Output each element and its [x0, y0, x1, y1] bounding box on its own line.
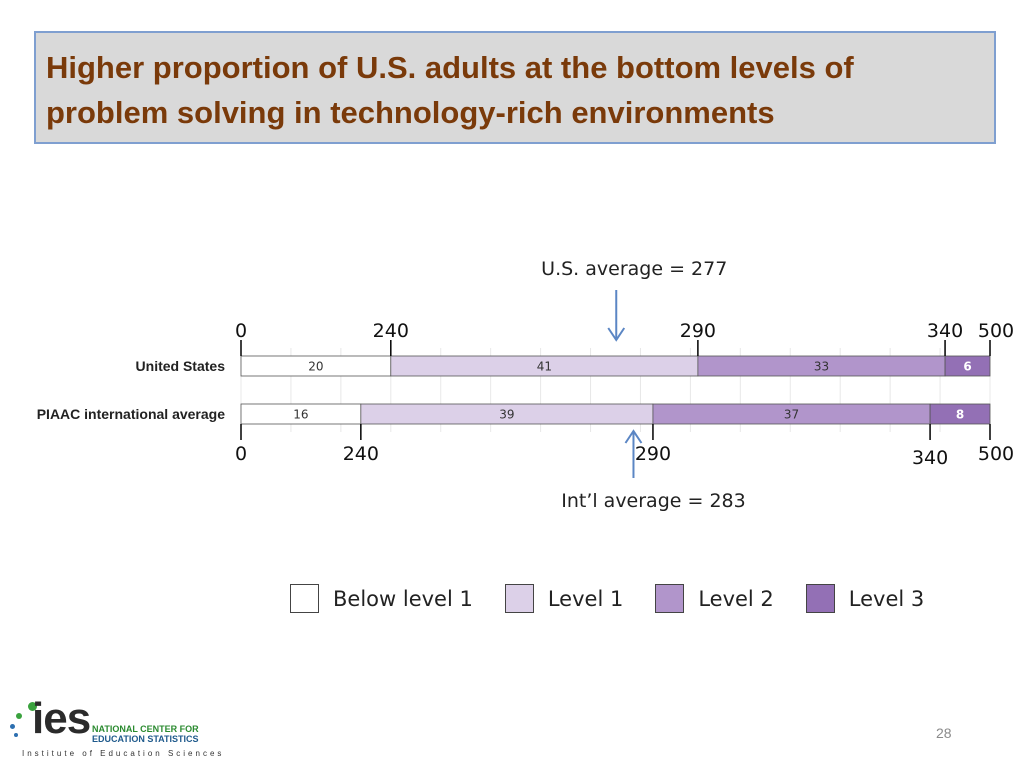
- legend-swatch: [655, 584, 685, 613]
- title-box: Higher proportion of U.S. adults at the …: [34, 31, 996, 144]
- average-label: U.S. average = 277: [541, 258, 727, 280]
- category-label: United States: [136, 358, 226, 374]
- bar-segment: [944, 355, 991, 377]
- logo-nces-line-1: NATIONAL CENTER FOR: [92, 724, 199, 734]
- data-label: 37: [784, 408, 799, 422]
- data-label: 6: [963, 360, 971, 374]
- legend-item: Level 2: [655, 584, 774, 613]
- legend-swatch: [805, 584, 835, 613]
- data-label: 8: [956, 408, 964, 422]
- logo-institute: Institute of Education Sciences: [22, 749, 225, 758]
- data-label: 33: [814, 360, 829, 374]
- slide-title-line-2: problem solving in technology-rich envir…: [46, 95, 775, 130]
- scale-marker-label: 0: [235, 320, 247, 342]
- logo-dot-blue: [10, 724, 15, 729]
- legend-item: Level 3: [805, 584, 925, 613]
- average-label: Int’l average = 283: [561, 490, 746, 512]
- scale-marker-label: 340: [927, 320, 963, 342]
- data-label: 16: [293, 408, 308, 422]
- ies-logo: ies NATIONAL CENTER FOR EDUCATION STATIS…: [8, 694, 228, 764]
- legend-label: Level 3: [848, 586, 925, 611]
- logo-dot-green-large: [28, 702, 37, 711]
- legend-item: Below level 1: [290, 584, 473, 613]
- legend-label: Level 2: [698, 586, 774, 611]
- legend-label: Below level 1: [333, 586, 473, 611]
- legend-item: Level 1: [504, 584, 624, 613]
- legend-swatch: [504, 584, 534, 613]
- average-arrow-head: [624, 429, 643, 444]
- chart-legend: Below level 1 Level 1 Level 2 Level 3: [290, 584, 956, 613]
- scale-marker-label: 240: [343, 443, 379, 465]
- scale-marker-label: 500: [978, 443, 1014, 465]
- category-label: PIAAC international average: [37, 406, 225, 422]
- data-label: 41: [537, 360, 552, 374]
- data-label: 20: [308, 360, 323, 374]
- scale-marker-label: 340: [912, 447, 948, 469]
- legend-label: Level 1: [547, 586, 624, 611]
- scale-marker-label: 500: [978, 320, 1014, 342]
- scale-marker-label: 240: [373, 320, 409, 342]
- page-number: 28: [936, 725, 952, 741]
- scale-marker-label: 290: [680, 320, 716, 342]
- average-arrow-head: [607, 327, 626, 342]
- bar-segment: [929, 403, 991, 425]
- logo-dot-green-small: [16, 713, 22, 719]
- data-label: 39: [499, 408, 514, 422]
- logo-wordmark: ies: [32, 694, 91, 743]
- chart-bars: [240, 290, 991, 478]
- stacked-bar-chart: 20 41 33 6 United States 16 39 37 8 PIAAC interna…: [37, 258, 1014, 512]
- slide-title-line-1: Higher proportion of U.S. adults at the …: [46, 50, 854, 85]
- scale-marker-label: 0: [235, 443, 247, 465]
- logo-dot-blue-small: [14, 733, 18, 737]
- scale-marker-label: 290: [635, 443, 671, 465]
- chart-labels: 20 41 33 6 United States 16 39 37 8 PIAAC interna…: [37, 258, 1014, 512]
- logo-nces-line-2: EDUCATION STATISTICS: [92, 734, 199, 744]
- legend-swatch: [290, 584, 319, 613]
